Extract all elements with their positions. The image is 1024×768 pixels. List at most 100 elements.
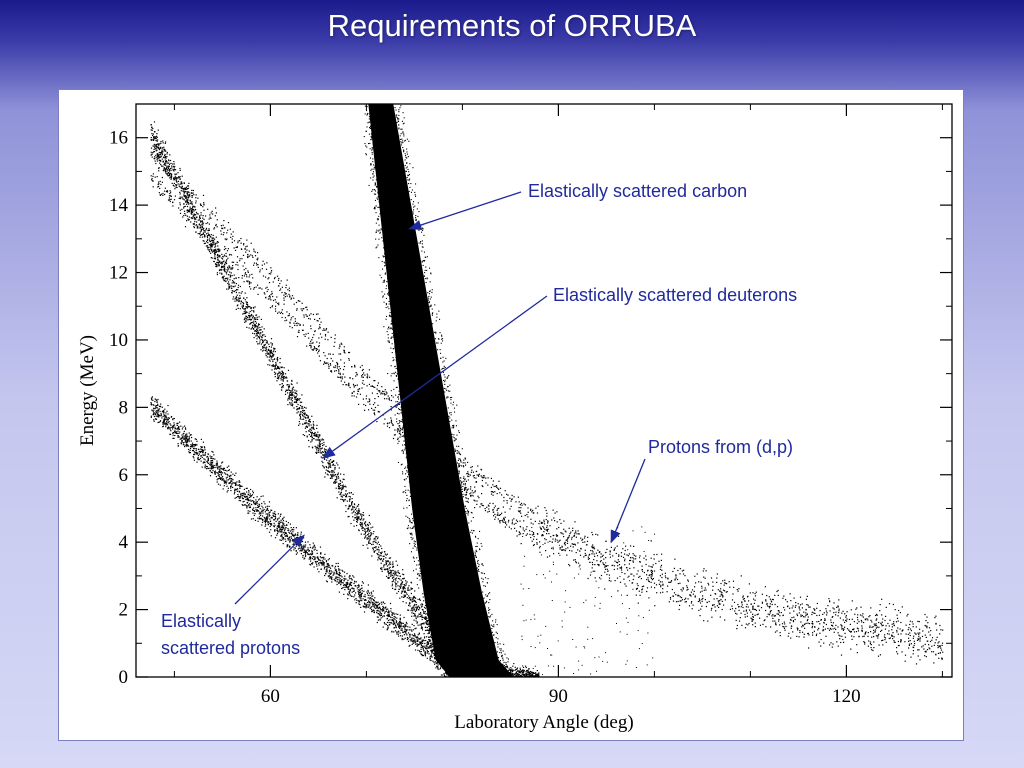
data-point <box>274 358 276 360</box>
data-point <box>270 349 272 351</box>
data-point <box>893 621 895 623</box>
data-point <box>463 477 465 479</box>
data-point <box>372 541 374 543</box>
data-point <box>361 528 363 530</box>
data-point <box>371 153 373 155</box>
data-point <box>299 411 301 413</box>
data-point <box>501 519 503 521</box>
data-point <box>499 660 501 662</box>
data-point <box>808 606 810 608</box>
data-point <box>213 227 216 229</box>
data-point <box>308 446 310 448</box>
data-point <box>272 365 274 367</box>
data-point <box>419 445 421 447</box>
data-point <box>849 630 851 632</box>
data-point <box>304 416 306 418</box>
data-point <box>190 212 192 214</box>
data-point <box>210 244 212 246</box>
data-point <box>288 395 290 397</box>
data-point <box>158 144 160 146</box>
data-point <box>253 333 256 335</box>
data-point <box>403 434 405 436</box>
data-point <box>426 613 428 615</box>
data-point <box>151 139 153 141</box>
data-point <box>390 421 392 423</box>
data-point <box>515 672 517 674</box>
data-point <box>861 625 863 627</box>
data-point <box>493 624 495 626</box>
data-point <box>156 136 158 138</box>
data-point <box>926 649 929 651</box>
data-point <box>471 532 473 534</box>
data-point <box>255 318 257 320</box>
data-point <box>369 127 371 129</box>
data-point <box>284 393 287 395</box>
data-point <box>485 674 487 676</box>
data-point <box>337 473 339 475</box>
data-point <box>200 214 202 216</box>
data-point <box>527 511 529 513</box>
data-point <box>241 275 243 277</box>
data-point <box>447 666 449 668</box>
data-point <box>177 172 179 174</box>
data-point <box>407 588 409 590</box>
data-point <box>661 573 663 575</box>
data-point <box>403 591 406 593</box>
data-point <box>255 330 257 333</box>
data-point <box>382 555 384 557</box>
data-point <box>299 423 301 425</box>
data-point <box>535 672 537 674</box>
data-point <box>346 493 348 495</box>
data-point <box>885 615 887 617</box>
data-point <box>316 451 318 453</box>
data-point <box>202 240 204 242</box>
data-point <box>181 196 183 198</box>
data-point <box>415 195 417 197</box>
data-point <box>308 430 310 432</box>
data-point <box>331 461 333 463</box>
data-point <box>449 668 451 670</box>
data-point <box>375 212 377 214</box>
data-point <box>258 287 260 289</box>
data-point <box>330 454 332 456</box>
data-point <box>765 599 767 601</box>
data-point <box>413 540 415 542</box>
data-point <box>374 189 376 191</box>
data-point <box>240 300 242 302</box>
data-point <box>255 325 257 327</box>
data-point <box>386 553 388 555</box>
data-point <box>270 273 272 275</box>
data-point <box>446 657 448 659</box>
data-point <box>189 208 191 210</box>
data-point <box>406 500 408 502</box>
data-point <box>452 475 454 477</box>
data-point <box>521 674 523 676</box>
data-point <box>481 577 483 579</box>
data-point <box>452 427 454 429</box>
data-point <box>793 610 795 612</box>
data-point <box>286 319 288 321</box>
data-point <box>377 230 379 232</box>
data-point <box>369 536 371 538</box>
data-point <box>398 420 400 422</box>
data-point <box>464 487 466 489</box>
data-point <box>235 264 237 266</box>
data-point <box>348 351 351 354</box>
data-point <box>613 548 615 550</box>
data-point <box>467 672 469 675</box>
data-point <box>442 632 444 634</box>
data-point <box>482 655 484 657</box>
data-point <box>473 474 475 477</box>
data-point <box>233 286 235 288</box>
data-point <box>287 386 290 388</box>
data-point <box>434 629 436 631</box>
data-point <box>918 649 920 651</box>
data-point <box>495 631 497 633</box>
data-point <box>409 163 411 165</box>
data-point <box>217 241 219 243</box>
data-point <box>315 349 317 352</box>
data-point <box>734 610 736 612</box>
data-point <box>388 572 391 574</box>
data-point <box>284 293 286 295</box>
data-point <box>184 187 186 189</box>
